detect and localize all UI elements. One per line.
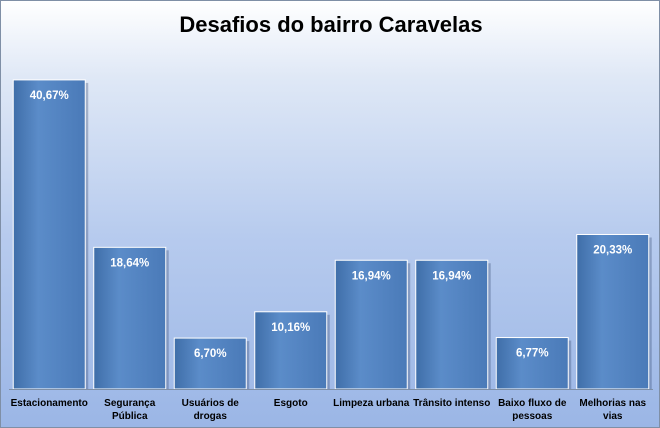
category-label: Esgoto — [274, 398, 308, 409]
category-labels: Estacionamento Segurança Pública Usuários d… — [11, 398, 647, 422]
data-label: 16,94% — [432, 270, 471, 282]
data-label: 6,70% — [194, 348, 227, 360]
chart-title: Desafios do bairro Caravelas — [179, 12, 482, 37]
data-label: 10,16% — [271, 322, 310, 334]
bar — [254, 311, 328, 390]
bar — [173, 337, 247, 390]
data-label: 20,33% — [593, 244, 632, 256]
data-label: 6,77% — [516, 348, 549, 360]
bar — [415, 259, 489, 390]
category-label: Melhorias nas vias — [579, 398, 646, 422]
category-label: Usuários de drogas — [182, 398, 240, 422]
bar — [12, 79, 86, 390]
bars-group: 40,67% 18,64% 6,70% 10,16% 16,94% 16,94% 6,77%… — [12, 79, 652, 390]
category-label: Estacionamento — [11, 398, 88, 409]
data-label: 16,94% — [352, 270, 391, 282]
category-label: Limpeza urbana — [333, 398, 410, 409]
category-label: Baixo fluxo de pessoas — [498, 398, 567, 422]
data-label: 40,67% — [30, 90, 69, 102]
bar — [334, 259, 408, 390]
data-label: 18,64% — [110, 257, 149, 269]
category-label: Trânsito intenso — [413, 398, 490, 409]
bar — [495, 337, 569, 390]
category-label: Segurança Pública — [104, 398, 156, 422]
bar — [576, 233, 650, 390]
